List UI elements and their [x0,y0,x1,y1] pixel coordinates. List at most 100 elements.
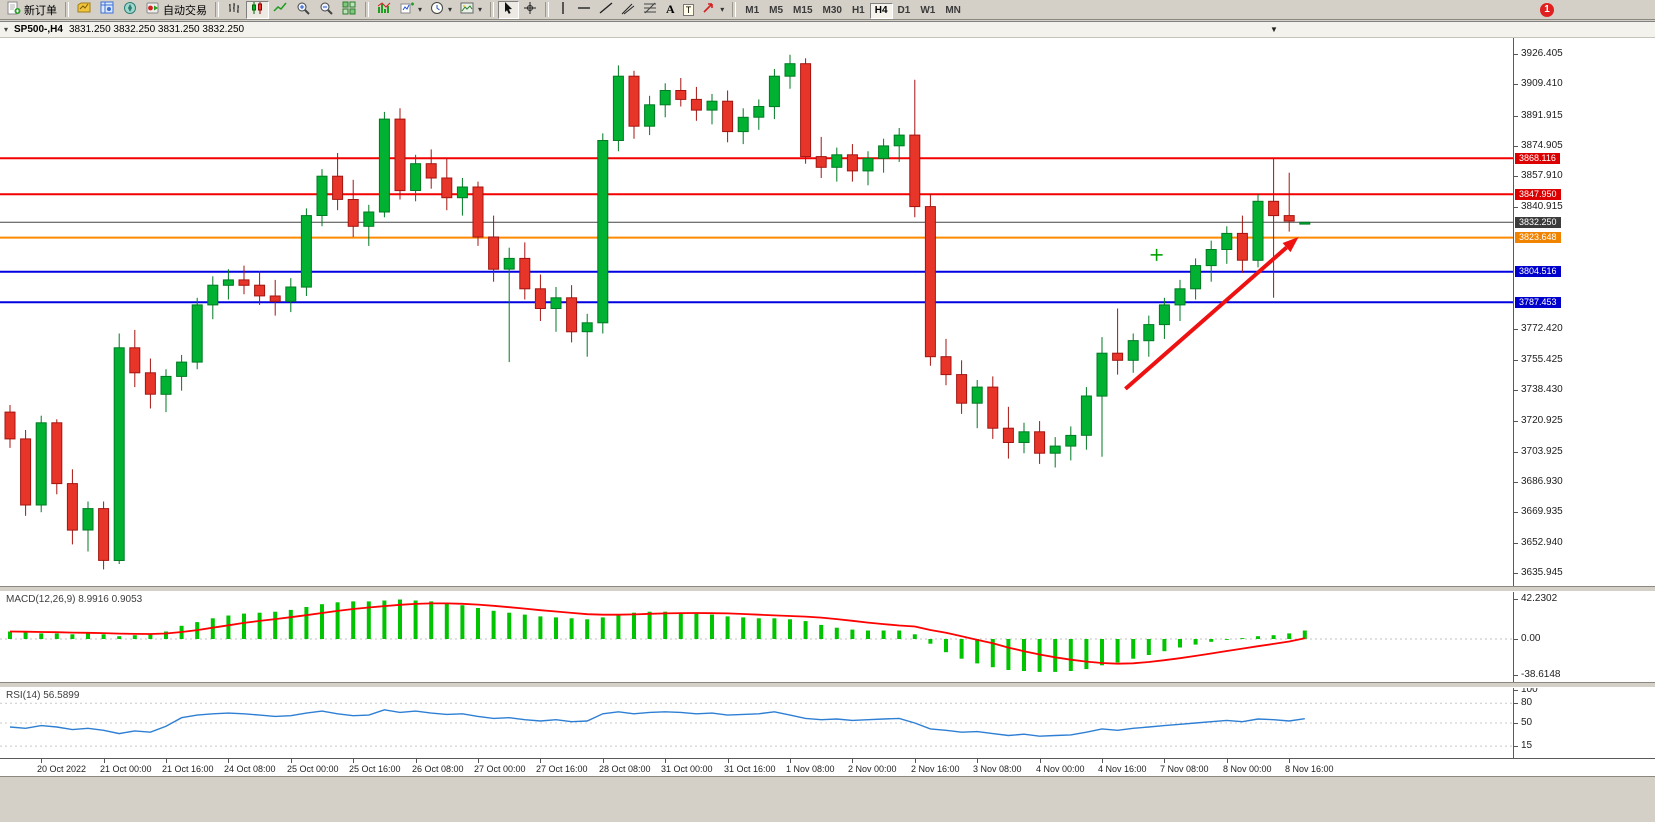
price-axis-label: 3840.915 [1521,201,1563,212]
period-button[interactable]: ▾ [426,1,456,19]
time-axis-tick [1289,759,1290,763]
bar-chart-button[interactable] [223,1,246,19]
bar-chart-icon [227,1,242,18]
navigator-button[interactable] [119,1,142,19]
timeframe-H1[interactable]: H1 [847,3,870,19]
price-axis-tick [1514,360,1518,361]
text-label-icon: T [682,3,695,16]
toolbar-separator [65,2,69,17]
dropdown-caret-icon: ▾ [418,5,423,14]
fibonacci-button[interactable] [639,1,662,19]
time-axis-tick [41,759,42,763]
price-axis-tick [1514,543,1518,544]
time-axis-tick [353,759,354,763]
time-axis-tick [915,759,916,763]
panel-splitter[interactable] [0,682,1655,688]
time-axis-tick [228,759,229,763]
chart-profiles-button[interactable] [73,1,96,19]
time-axis-label: 26 Oct 08:00 [412,764,464,774]
macd-axis-label: 42.2302 [1521,593,1558,604]
macd-axis-label: -38.6148 [1521,669,1561,680]
toolbar-separator [215,2,219,17]
price-axis-tick [1514,573,1518,574]
time-axis-label: 25 Oct 00:00 [287,764,339,774]
fibonacci-icon [643,1,658,18]
time-axis-tick [852,759,853,763]
rsi-axis-label: 80 [1521,697,1533,708]
price-axis-tick [1514,329,1518,330]
time-axis-tick [603,759,604,763]
price-axis[interactable]: 3926.405 3909.410 3891.915 3874.905 3857.910… [1513,38,1655,776]
time-axis-tick [478,759,479,763]
rsi-panel-plot[interactable] [0,688,1513,758]
template-button[interactable]: ▾ [456,1,486,19]
timeframe-D1[interactable]: D1 [893,3,916,19]
arrows-button[interactable]: ▾ [698,1,728,19]
text-tool-button[interactable]: A [662,1,679,19]
price-axis-label: 3891.915 [1521,110,1563,121]
macd-indicator-label: MACD(12,26,9) 8.9916 0.9053 [6,594,143,605]
price-axis-tick [1514,390,1518,391]
timeframe-H4[interactable]: H4 [869,2,893,19]
timeframe-M5[interactable]: M5 [764,3,788,19]
time-axis-label: 4 Nov 00:00 [1036,764,1085,774]
market-watch-button[interactable] [96,1,119,19]
timeframe-M30[interactable]: M30 [818,3,847,19]
zoom-out-button[interactable] [315,1,338,19]
equidistant-channel-button[interactable] [617,1,639,19]
crosshair-marker [1150,248,1163,261]
zoom-in-button[interactable] [292,1,315,19]
price-axis-label: 3686.930 [1521,476,1563,487]
add-indicator-icon [400,1,414,18]
horizontal-line-icon [577,1,591,18]
time-axis-label: 20 Oct 2022 [37,764,87,774]
timeframe-M1[interactable]: M1 [740,3,764,19]
new-order-button[interactable]: 新订单 [3,1,61,19]
time-axis-label: 27 Oct 00:00 [474,764,526,774]
time-axis-tick [1102,759,1103,763]
price-axis-label: 3669.935 [1521,506,1563,517]
timeframe-M15[interactable]: M15 [788,3,817,19]
rsi-axis-tick [1514,723,1518,724]
time-axis-tick [1040,759,1041,763]
period-icon [430,1,444,18]
trendline-button[interactable] [595,1,617,19]
add-indicator-button[interactable]: ▾ [396,1,426,19]
tile-windows-button[interactable] [338,1,361,19]
macd-histogram [8,599,1307,672]
timeframe-MN[interactable]: MN [940,3,966,19]
timeframe-W1[interactable]: W1 [915,3,940,19]
toolbar-separator [365,2,369,17]
template-icon [460,1,474,18]
price-line-label: 3804.516 [1515,266,1561,277]
auto-trading-button[interactable]: 自动交易 [142,1,211,19]
price-axis-tick [1514,207,1518,208]
crosshair-button[interactable] [519,1,541,19]
navigator-icon [123,1,138,18]
macd-axis-tick [1514,639,1518,640]
price-axis-label: 3720.925 [1521,415,1563,426]
indicators-button[interactable] [373,1,396,19]
macd-axis-label: 0.00 [1521,633,1541,644]
panel-splitter[interactable] [0,586,1655,592]
text-label-button[interactable]: T [679,1,699,19]
dropdown-caret-icon: ▾ [448,5,453,14]
time-axis-tick [665,759,666,763]
cursor-button[interactable] [498,0,520,19]
horizontal-line-button[interactable] [573,1,595,19]
auto-trading-label: 自动交易 [163,4,207,17]
chart-window: ▾ SP500-,H4 3831.250 3832.250 3831.250 3… [0,21,1655,822]
current-price-label: 3832.250 [1515,217,1561,228]
vertical-line-button[interactable] [553,1,573,19]
macd-panel-plot[interactable] [0,592,1513,682]
notification-badge[interactable]: 1 [1540,2,1554,17]
time-axis-tick [977,759,978,763]
price-chart-plot[interactable] [0,38,1513,586]
price-line-label: 3787.453 [1515,297,1561,308]
chart-shift-marker-icon[interactable]: ▼ [1270,25,1278,34]
line-chart-button[interactable] [269,1,292,19]
chart-menu-icon[interactable]: ▾ [4,25,9,34]
time-axis-tick [728,759,729,763]
time-axis[interactable]: 20 Oct 2022 21 Oct 00:00 21 Oct 16:00 24 Oc… [0,758,1655,776]
candlestick-chart-button[interactable] [246,0,269,19]
